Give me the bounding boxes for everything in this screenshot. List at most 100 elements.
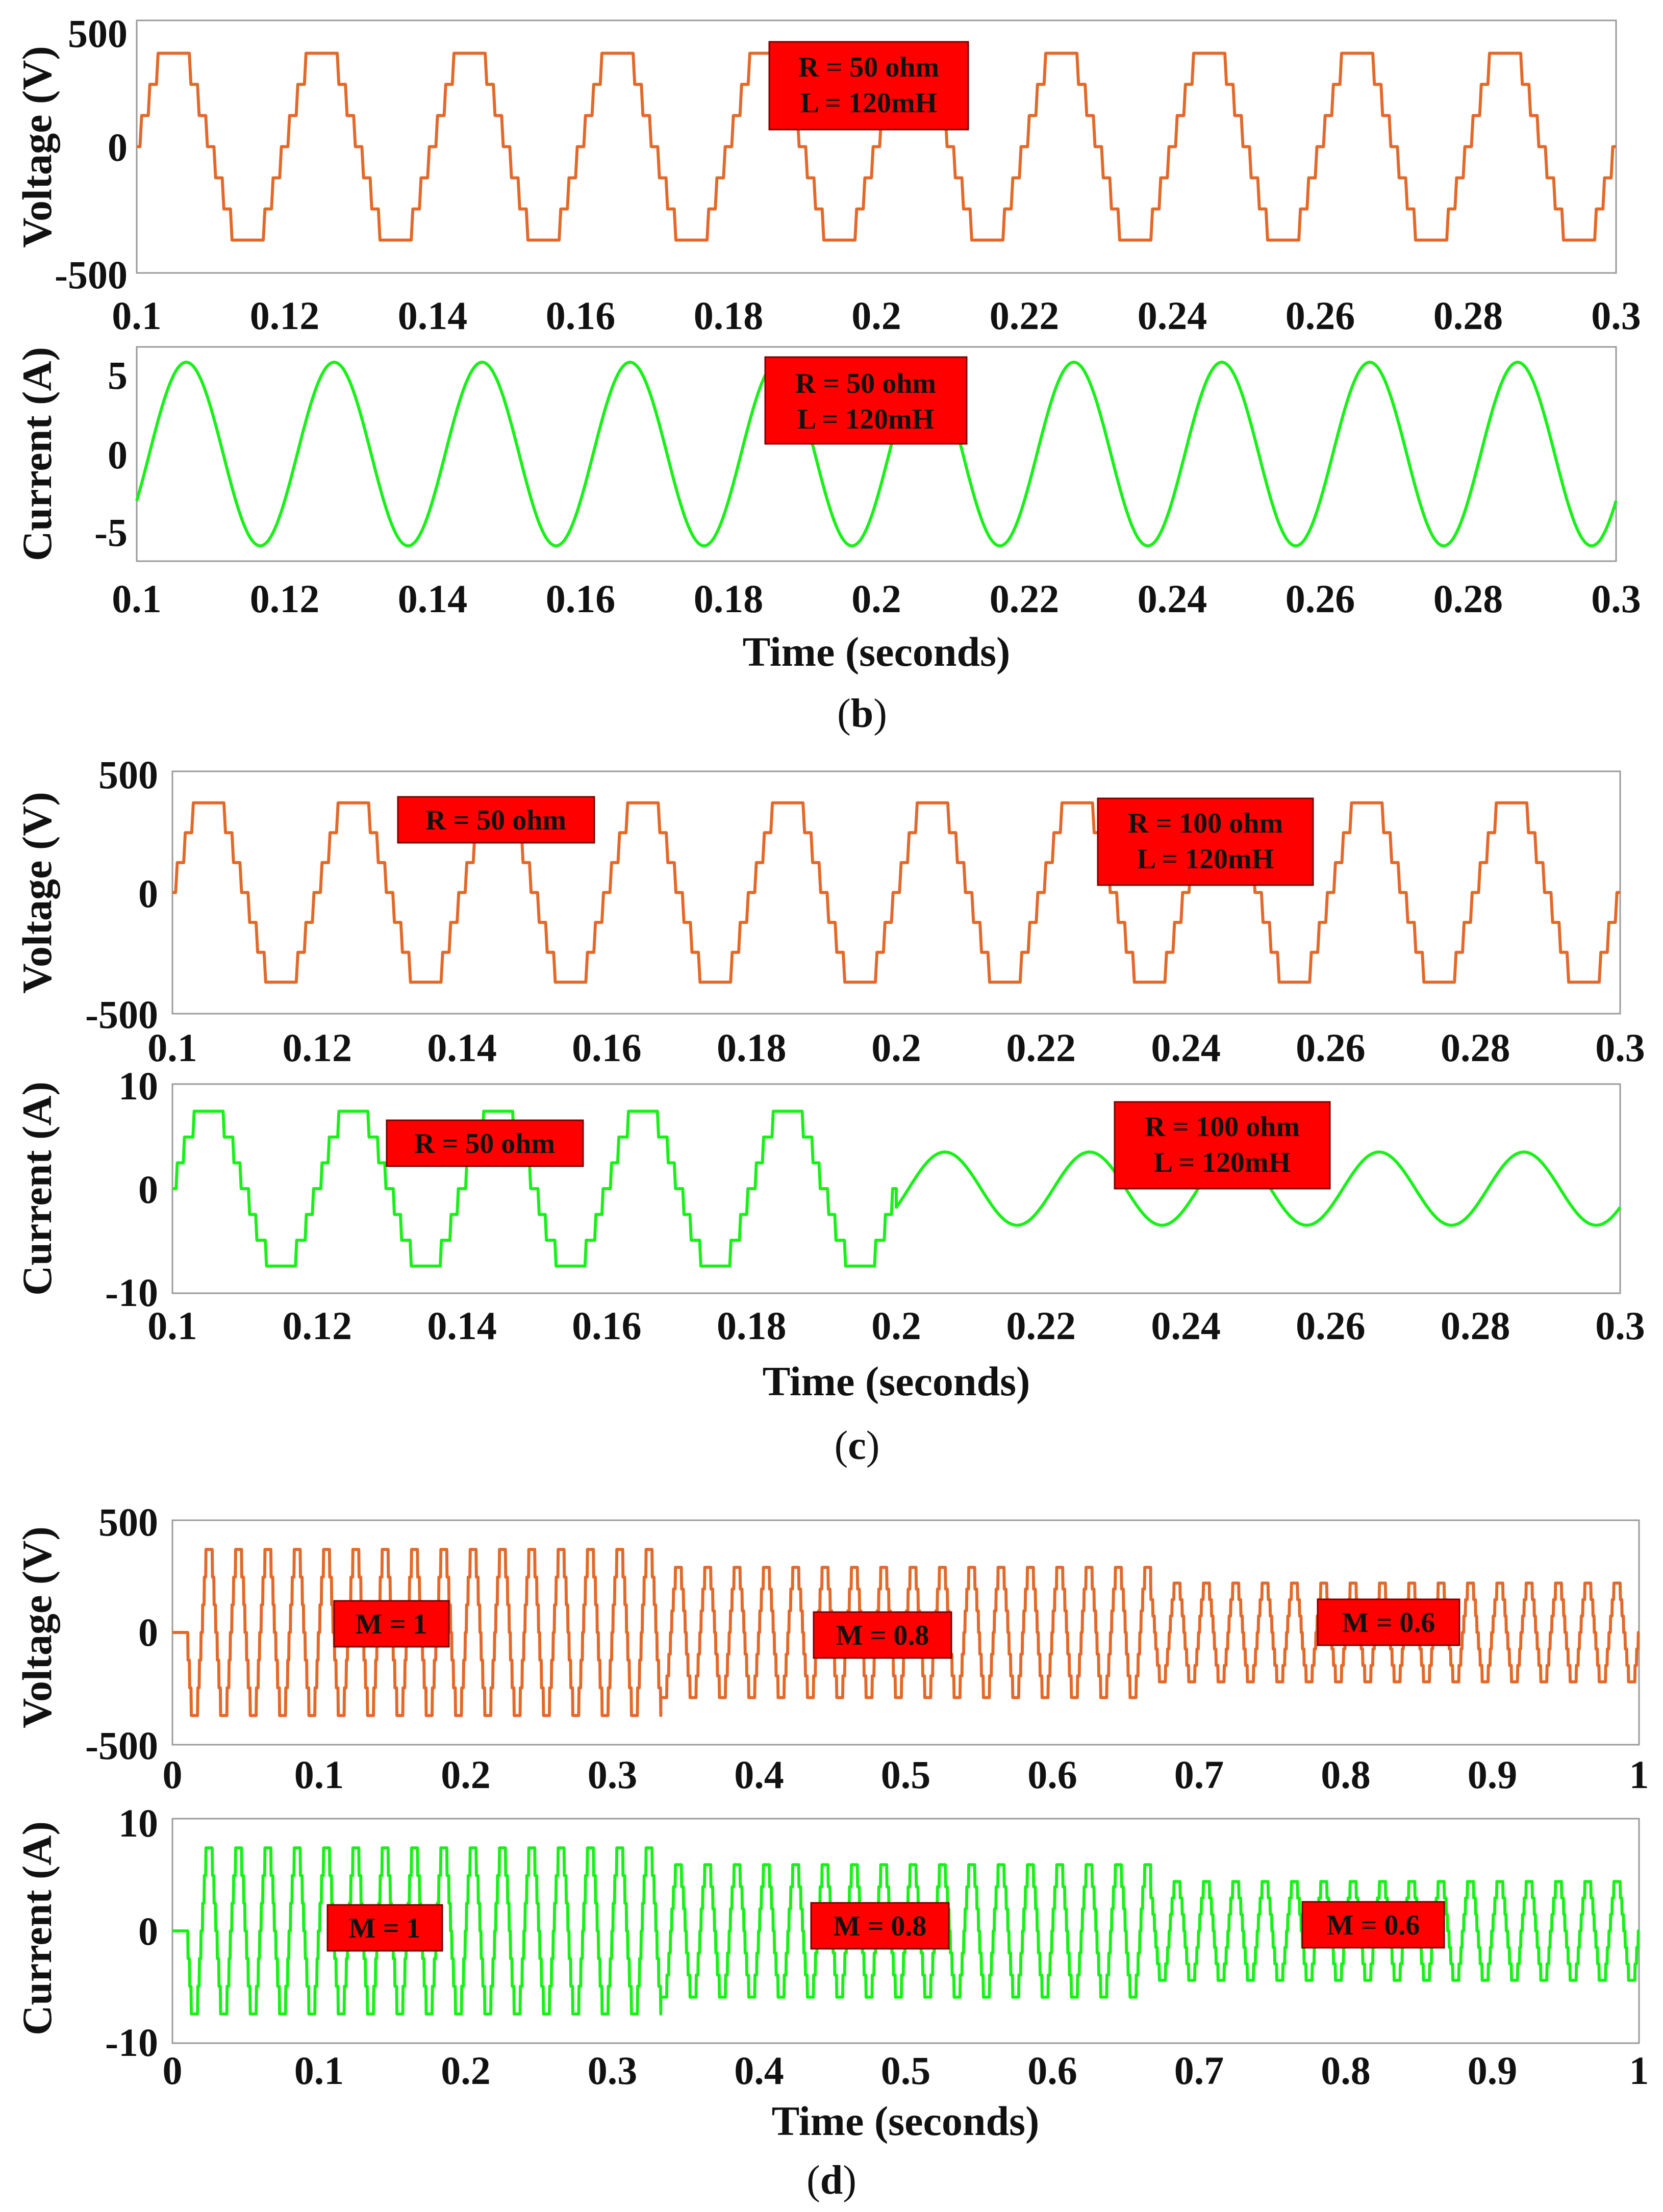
panel-caption-letter: c: [848, 1423, 866, 1468]
annotation-box: R = 100 ohm L = 120mH: [1114, 1101, 1331, 1190]
y-tick-label: 500: [98, 752, 158, 797]
annotation-box: M = 1: [326, 1904, 443, 1952]
x-tick-label: 1: [1629, 1752, 1649, 1797]
panel-caption: (c): [835, 1423, 880, 1468]
y-tick-label: -500: [85, 992, 158, 1037]
x-tick-label: 0.2: [851, 293, 901, 338]
y-tick-label: 0: [138, 1167, 158, 1212]
panel-caption-letter: b: [851, 691, 874, 736]
panel-caption: (d): [807, 2158, 856, 2203]
voltage-trace-group: [172, 1548, 1641, 1717]
x-tick-label: 0.26: [1296, 1303, 1366, 1348]
voltage-series-line: [172, 801, 1620, 984]
x-tick-label: 0.16: [572, 1303, 642, 1348]
annotation-line: R = 100 ohm: [1128, 808, 1283, 839]
y-axis-label: Voltage (V): [14, 46, 60, 248]
y-tick-label: 0: [138, 871, 158, 916]
x-tick-label: 0.1: [294, 2048, 344, 2093]
x-tick-labels: 0.1 0.12 0.14 0.16 0.18 0.2 0.22 0.24 0.26 0.28 0.…: [147, 1303, 1645, 1348]
y-axis-label: Voltage (V): [14, 1526, 60, 1728]
current-trace-group: [172, 1110, 1622, 1268]
x-tick-label: 0.24: [1138, 576, 1207, 621]
x-tick-label: 0.12: [283, 1303, 352, 1348]
x-tick-label: 0.18: [717, 1025, 787, 1070]
x-tick-label: 0.1: [147, 1025, 197, 1070]
x-tick-label: 0.2: [871, 1025, 921, 1070]
y-axis-label: Voltage (V): [14, 792, 60, 994]
x-tick-label: 0.26: [1286, 293, 1355, 338]
annotation-line: L = 120mH: [797, 404, 934, 435]
x-axis-label: Time (seconds): [743, 629, 1011, 675]
current-trace-group: [135, 361, 1618, 547]
y-tick-label: 0: [138, 1909, 158, 1953]
panel-b: 500 0 -500 Voltage (V) 0.1 0.12 0.14 0.16 0.…: [14, 11, 1641, 736]
x-tick-labels: 0.1 0.12 0.14 0.16 0.18 0.2 0.22 0.24 0.26 0.28 0.…: [112, 293, 1641, 338]
x-axis-label: Time (seconds): [772, 2098, 1040, 2144]
x-tick-labels: 0.1 0.12 0.14 0.16 0.18 0.2 0.22 0.24 0.26 0.28 0.…: [112, 576, 1641, 621]
x-tick-label: 0.4: [734, 2048, 784, 2093]
current-series-line: [172, 1110, 1622, 1268]
x-tick-label: 0.28: [1441, 1025, 1510, 1070]
annotation-box: R = 50 ohm L = 120mH: [764, 356, 968, 445]
panel-d: 500 0 -500 Voltage (V) 0 0.1 0.2 0.3 0.4 0.5 0…: [14, 1500, 1649, 2203]
x-tick-label: 0.14: [427, 1303, 497, 1348]
x-tick-label: 0.12: [250, 293, 320, 338]
annotation-line: M = 0.6: [1342, 1607, 1435, 1639]
x-tick-label: 0.3: [588, 1752, 638, 1797]
x-tick-label: 0.18: [694, 293, 764, 338]
x-tick-label: 0.8: [1321, 1752, 1371, 1797]
x-tick-label: 1: [1629, 2048, 1649, 2093]
axes-c-voltage: 500 0 -500 Voltage (V) 0.1 0.12 0.14 0.16 0.…: [14, 752, 1645, 1070]
voltage-series-line: [137, 52, 1616, 242]
x-tick-label: 0.16: [546, 293, 616, 338]
y-tick-label: 5: [108, 353, 128, 397]
panel-c: 500 0 -500 Voltage (V) 0.1 0.12 0.14 0.16 0.…: [14, 752, 1645, 1468]
x-axis-label: Time (seconds): [763, 1358, 1030, 1404]
x-tick-label: 0.16: [572, 1025, 642, 1070]
axes-d-current: 10 0 -10 Current (A) 0 0.1 0.2 0.3 0.4 0.5 0.6…: [14, 1801, 1649, 2144]
x-tick-label: 0.16: [546, 576, 616, 621]
y-tick-label: 0: [138, 1610, 158, 1654]
x-tick-label: 0: [163, 1752, 183, 1797]
x-tick-label: 0.28: [1433, 576, 1503, 621]
axes-c-current: 10 0 -10 Current (A) 0.1 0.12 0.14 0.16 0.18…: [14, 1064, 1645, 1404]
annotation-line: M = 0.6: [1327, 1909, 1420, 1941]
current-series-line: [172, 1846, 1641, 2016]
x-tick-label: 0.1: [294, 1752, 344, 1797]
x-tick-label: 0.9: [1468, 1752, 1518, 1797]
x-tick-label: 0.5: [881, 1752, 931, 1797]
x-tick-label: 0.3: [1591, 576, 1641, 621]
x-tick-label: 0.7: [1174, 2048, 1224, 2093]
annotation-line: M = 0.8: [834, 1911, 927, 1942]
y-axis-label: Current (A): [14, 1082, 60, 1296]
axes-b-voltage: 500 0 -500 Voltage (V) 0.1 0.12 0.14 0.16 0.…: [14, 11, 1641, 338]
x-tick-label: 0.7: [1174, 1752, 1224, 1797]
x-tick-label: 0.28: [1433, 293, 1503, 338]
x-tick-label: 0.22: [1006, 1303, 1076, 1348]
annotation-line: R = 50 ohm: [798, 52, 939, 83]
y-axis-label: Current (A): [14, 1821, 60, 2035]
x-tick-label: 0.3: [1595, 1025, 1645, 1070]
annotation-line: M = 1: [356, 1608, 427, 1640]
x-tick-label: 0.18: [694, 576, 764, 621]
x-tick-label: 0.9: [1468, 2048, 1518, 2093]
annotation-line: R = 50 ohm: [425, 805, 566, 836]
annotation-box: M = 0.8: [810, 1902, 950, 1950]
x-tick-label: 0.14: [398, 576, 468, 621]
y-axis-label: Current (A): [14, 347, 60, 561]
x-tick-label: 0.24: [1138, 293, 1207, 338]
x-tick-label: 0.22: [990, 293, 1060, 338]
axes-frame: [136, 346, 1617, 562]
annotation-box: R = 50 ohm: [386, 1119, 584, 1167]
annotation-box: R = 50 ohm L = 120mH: [768, 41, 969, 131]
x-tick-label: 0.2: [441, 2048, 491, 2093]
y-tick-label: 10: [118, 1801, 158, 1845]
panel-caption-letter: d: [820, 2158, 843, 2203]
x-tick-labels: 0.1 0.12 0.14 0.16 0.18 0.2 0.22 0.24 0.26 0.28 0.…: [147, 1025, 1645, 1070]
x-tick-label: 0: [163, 2048, 183, 2093]
x-tick-label: 0.1: [112, 293, 162, 338]
annotation-line: R = 50 ohm: [414, 1128, 555, 1160]
x-tick-label: 0.1: [112, 576, 162, 621]
axes-d-voltage: 500 0 -500 Voltage (V) 0 0.1 0.2 0.3 0.4 0.5 0…: [14, 1500, 1649, 1797]
